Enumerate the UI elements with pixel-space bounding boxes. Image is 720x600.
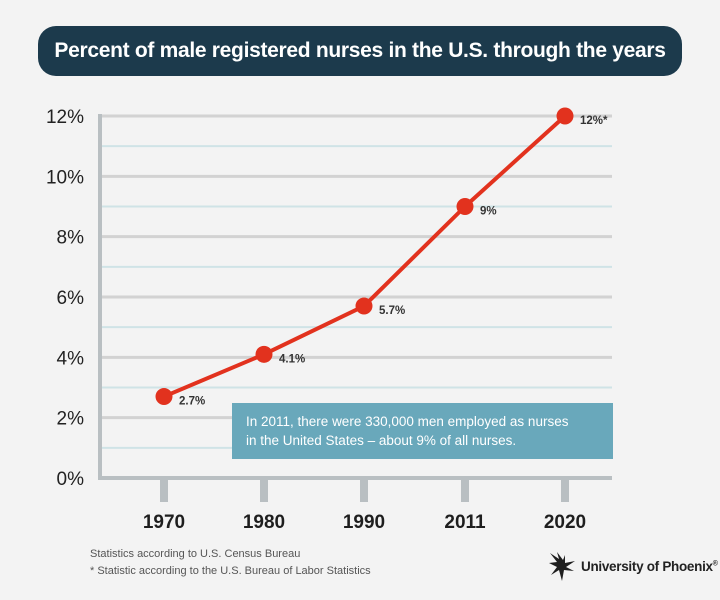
x-tick-label: 1980 bbox=[243, 512, 285, 533]
logo-text: University of Phoenix bbox=[581, 558, 713, 574]
university-logo: University of Phoenix® bbox=[547, 549, 718, 583]
footnotes: Statistics according to U.S. Census Bure… bbox=[90, 546, 371, 580]
x-tick-label: 2011 bbox=[444, 512, 486, 533]
data-labels: 2.7% 4.1% 5.7% 9% 12%* bbox=[179, 115, 608, 408]
callout-line-2: in the United States – about 9% of all n… bbox=[246, 433, 517, 448]
x-tick-mark bbox=[160, 478, 168, 502]
footnote-asterisk: * Statistic according to the U.S. Bureau… bbox=[90, 565, 371, 577]
x-tick-label: 1970 bbox=[143, 512, 185, 533]
data-point bbox=[355, 297, 373, 315]
data-points bbox=[155, 107, 574, 406]
y-tick-label: 10% bbox=[46, 167, 84, 188]
data-label: 9% bbox=[480, 206, 497, 218]
callout-line-1: In 2011, there were 330,000 men employed… bbox=[246, 414, 569, 429]
x-tick-mark bbox=[360, 478, 368, 502]
y-tick-label: 8% bbox=[57, 228, 85, 249]
y-tick-label: 2% bbox=[57, 409, 85, 430]
data-label: 2.7% bbox=[179, 396, 205, 408]
chart-title-text: Percent of male registered nurses in the… bbox=[54, 39, 666, 62]
series-polyline bbox=[163, 114, 567, 399]
footnote-source: Statistics according to U.S. Census Bure… bbox=[90, 548, 301, 560]
data-point bbox=[456, 198, 474, 215]
data-label: 5.7% bbox=[379, 305, 405, 317]
data-label: 12%* bbox=[580, 115, 608, 127]
data-point bbox=[255, 345, 273, 363]
registered-mark: ® bbox=[712, 560, 718, 567]
phoenix-bird-icon bbox=[549, 552, 575, 581]
axes bbox=[98, 114, 612, 502]
data-label: 4.1% bbox=[279, 353, 305, 365]
y-tick-labels: 0% 2% 4% 6% 8% 10% 12% bbox=[46, 107, 84, 490]
y-tick-label: 12% bbox=[46, 107, 84, 128]
series-line bbox=[163, 114, 567, 399]
y-tick-label: 4% bbox=[57, 348, 85, 369]
x-tick-mark bbox=[260, 478, 268, 502]
x-tick-label: 2020 bbox=[544, 512, 586, 533]
annotation-callout: In 2011, there were 330,000 men employed… bbox=[232, 403, 613, 459]
y-tick-label: 6% bbox=[57, 288, 85, 309]
data-point bbox=[155, 388, 173, 406]
data-point bbox=[556, 107, 574, 125]
x-tick-label: 1990 bbox=[343, 512, 385, 533]
x-tick-labels: 1970 1980 1990 2011 2020 bbox=[143, 512, 586, 533]
x-tick-mark bbox=[561, 478, 569, 502]
chart-title: Percent of male registered nurses in the… bbox=[38, 26, 682, 76]
y-tick-label: 0% bbox=[57, 469, 85, 490]
x-tick-mark bbox=[461, 478, 469, 502]
